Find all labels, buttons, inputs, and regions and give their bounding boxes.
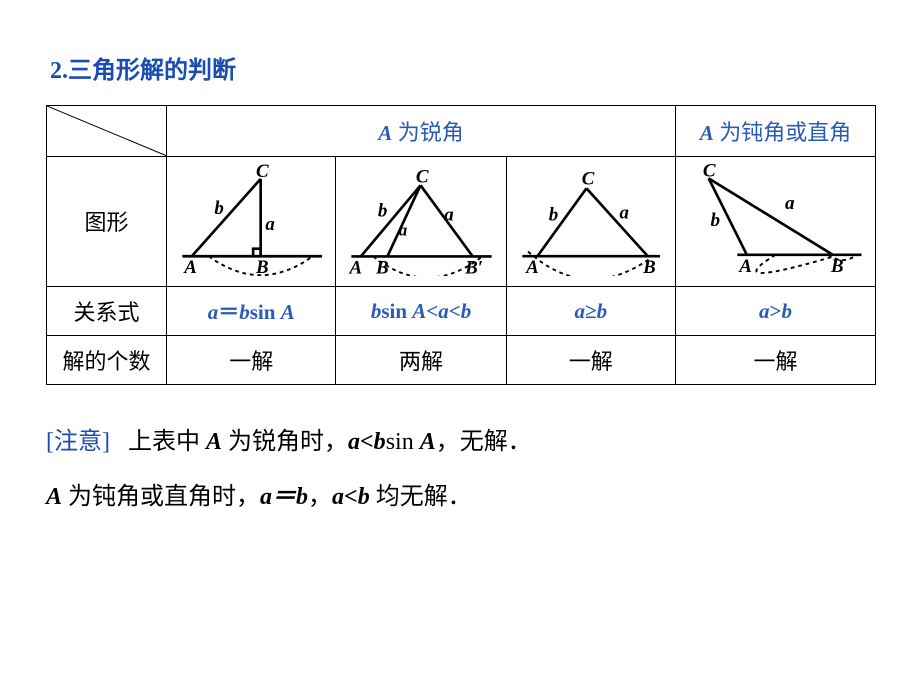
count-4: 一解 xyxy=(676,335,876,384)
relation-2: bsin A<a<b xyxy=(336,286,506,335)
svg-text:B: B xyxy=(642,257,656,276)
svg-text:A: A xyxy=(525,257,539,276)
note-2e: a<b xyxy=(332,484,370,510)
solution-table: A 为锐角 A 为钝角或直角 图形 C b a A B xyxy=(46,105,876,385)
count-3: 一解 xyxy=(506,335,675,384)
section-title: 2.三角形解的判断 xyxy=(50,50,880,85)
svg-text:b: b xyxy=(711,210,721,231)
count-row: 解的个数 一解 两解 一解 一解 xyxy=(47,335,876,384)
svg-text:B′: B′ xyxy=(465,257,484,276)
note-1a: 上表中 xyxy=(128,429,206,455)
note-2d: ， xyxy=(308,484,332,510)
svg-text:b: b xyxy=(214,197,223,218)
header-acute-text: 为锐角 xyxy=(398,120,464,145)
svg-text:C: C xyxy=(416,166,429,187)
note-2f: 均无解． xyxy=(370,484,472,510)
svg-text:a: a xyxy=(785,193,795,214)
triangle-right-angle-icon: C b a A B xyxy=(171,161,331,276)
svg-text:a: a xyxy=(619,202,628,223)
svg-text:a: a xyxy=(445,204,455,225)
svg-text:B: B xyxy=(830,256,844,276)
svg-text:B: B xyxy=(255,257,269,276)
note-label: [注意] xyxy=(46,429,110,455)
figure-4: C b a A B xyxy=(676,156,876,286)
table-header-row: A 为锐角 A 为钝角或直角 xyxy=(47,106,876,157)
note-2c: a＝b xyxy=(260,484,308,510)
header-obtuse-text: 为钝角或直角 xyxy=(719,120,851,145)
relation-3: a≥b xyxy=(506,286,675,335)
header-acute-A: A xyxy=(378,121,392,145)
svg-text:b: b xyxy=(378,200,387,221)
svg-text:b: b xyxy=(548,204,557,225)
triangle-one-solution-acute-icon: C b a A B xyxy=(511,161,671,276)
triangle-obtuse-icon: C b a A B xyxy=(680,161,871,276)
note-2a: A xyxy=(46,484,62,510)
note-line-1: [注意] 上表中 A 为锐角时，a<bsin A，无解． xyxy=(46,415,880,470)
relation-4: a>b xyxy=(676,286,876,335)
relation-row-label: 关系式 xyxy=(47,286,167,335)
svg-text:C: C xyxy=(703,161,716,181)
svg-text:A: A xyxy=(738,256,752,276)
note-line-2: A 为钝角或直角时，a＝b，a<b 均无解． xyxy=(46,470,880,525)
svg-text:C: C xyxy=(256,161,269,182)
figure-2: C b a a A B B′ xyxy=(336,156,506,286)
svg-text:C: C xyxy=(581,168,594,189)
header-obtuse: A 为钝角或直角 xyxy=(676,106,876,157)
header-acute: A 为锐角 xyxy=(167,106,676,157)
diagonal-icon xyxy=(47,106,166,156)
svg-text:A: A xyxy=(183,257,197,276)
count-2: 两解 xyxy=(336,335,506,384)
count-row-label: 解的个数 xyxy=(47,335,167,384)
note-1g: ，无解． xyxy=(436,429,532,455)
svg-text:B: B xyxy=(375,257,389,276)
header-obtuse-A: A xyxy=(700,121,714,145)
corner-cell xyxy=(47,106,167,157)
count-1: 一解 xyxy=(167,335,336,384)
svg-text:A: A xyxy=(349,257,363,276)
svg-text:a: a xyxy=(265,213,274,234)
relation-1: a＝bsin A xyxy=(167,286,336,335)
note-2b: 为钝角或直角时， xyxy=(62,484,260,510)
svg-text:a: a xyxy=(399,220,408,239)
section-number: 2. xyxy=(50,58,68,84)
figure-row: 图形 C b a A B xyxy=(47,156,876,286)
note-block: [注意] 上表中 A 为锐角时，a<bsin A，无解． A 为钝角或直角时，a… xyxy=(46,415,880,525)
figure-1: C b a A B xyxy=(167,156,336,286)
note-1b: A xyxy=(206,429,222,455)
triangle-two-solutions-icon: C b a a A B B′ xyxy=(340,161,501,276)
section-title-text: 三角形解的判断 xyxy=(68,58,236,84)
relation-row: 关系式 a＝bsin A bsin A<a<b a≥b a>b xyxy=(47,286,876,335)
note-1d: a<b xyxy=(348,429,386,455)
note-1e: sin xyxy=(386,429,420,455)
figure-3: C b a A B xyxy=(506,156,675,286)
note-1c: 为锐角时， xyxy=(222,429,348,455)
note-1f: A xyxy=(420,429,436,455)
figure-row-label: 图形 xyxy=(47,156,167,286)
